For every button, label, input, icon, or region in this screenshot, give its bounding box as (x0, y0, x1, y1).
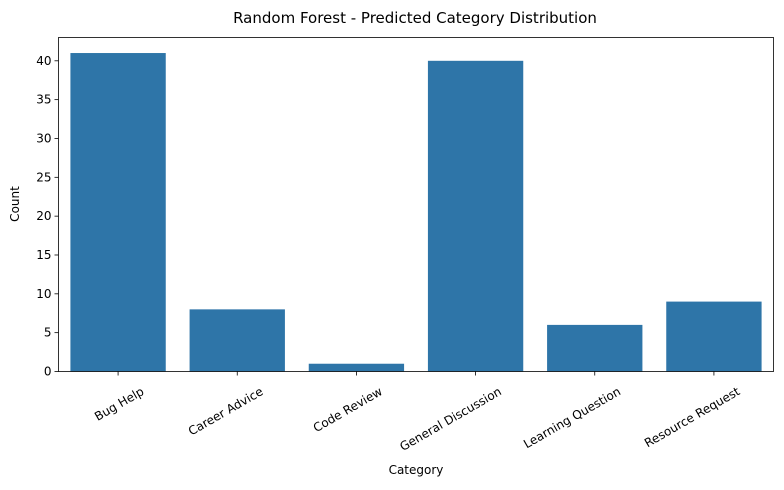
bar-code-review (308, 363, 405, 372)
x-tick-label: Career Advice (186, 384, 266, 438)
x-tick-label: Bug Help (92, 384, 146, 423)
y-tick-label: 10 (36, 287, 51, 301)
y-tick-label: 30 (36, 131, 51, 145)
bar-bug-help (70, 53, 166, 372)
y-axis-ticks: 0 5 10 15 20 25 30 35 40 (36, 54, 59, 379)
x-axis-ticks: Bug Help Career Advice Code Review General … (92, 371, 742, 454)
x-tick-label: Resource Request (642, 384, 742, 450)
y-tick-label: 5 (44, 326, 52, 340)
bar-general-discussion (427, 60, 524, 372)
plot-frame (58, 37, 774, 372)
x-axis-label: Category (389, 463, 444, 477)
x-tick-label: Learning Question (521, 384, 623, 451)
bar-learning-question (547, 324, 643, 372)
bar-career-advice (189, 309, 285, 372)
y-tick-label: 20 (36, 209, 51, 223)
y-tick-label: 35 (36, 93, 51, 107)
y-tick-label: 40 (36, 54, 51, 68)
y-axis-label: Count (8, 186, 22, 222)
x-tick-label: General Discussion (397, 384, 504, 454)
y-tick-label: 0 (44, 365, 52, 379)
bars-group (70, 53, 762, 372)
chart-title: Random Forest - Predicted Category Distr… (233, 9, 597, 27)
bar-resource-request (666, 301, 762, 372)
x-tick-label: Code Review (311, 384, 385, 435)
y-tick-label: 25 (36, 170, 51, 184)
y-tick-label: 15 (36, 248, 51, 262)
